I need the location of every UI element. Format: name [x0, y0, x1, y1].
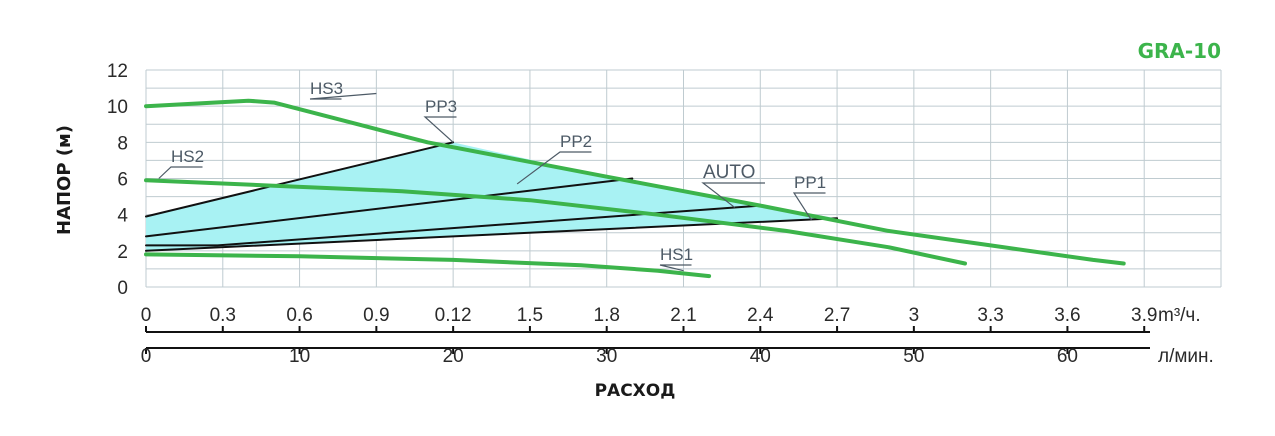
- x-tick-label-m3h: 2.4: [747, 305, 774, 326]
- x-tick-label-m3h: 2.7: [824, 305, 850, 326]
- label-leader: [659, 264, 692, 272]
- x-tick-label-m3h: 0.9: [363, 305, 389, 326]
- series-line-hs2: [144, 178, 967, 266]
- y-tick-label: 2: [117, 242, 128, 263]
- y-tick-label: 6: [117, 170, 128, 191]
- series-label-pp2: PP2: [560, 132, 592, 151]
- x-tick-label-m3h: 3.3: [977, 305, 1003, 326]
- chart-title: GRA-10: [1138, 39, 1221, 63]
- x-tick-label-m3h: 3: [909, 305, 920, 326]
- x-tick-label-m3h: 0: [141, 305, 152, 326]
- series-label-auto: AUTO: [703, 162, 755, 183]
- series-label-pp3: PP3: [425, 97, 457, 116]
- x-tick-label-lmin: 60: [1057, 346, 1078, 367]
- x-tick-label-lmin: 10: [289, 346, 310, 367]
- y-tick-label: 12: [107, 61, 128, 82]
- x-tick-label-m3h: 0.12: [435, 305, 472, 326]
- x-tick-label-lmin: 40: [750, 346, 771, 367]
- label-leader: [701, 182, 765, 208]
- series-line-hs3: [144, 98, 1126, 266]
- x-unit-lmin: л/мин.: [1158, 346, 1214, 367]
- x-tick-label-m3h: 0.6: [286, 305, 312, 326]
- x-tick-label-m3h: 3.6: [1054, 305, 1080, 326]
- series-label-hs3: HS3: [310, 79, 343, 98]
- x-unit-m3h: m³/ч.: [1158, 305, 1201, 326]
- x-tick-label-lmin: 50: [903, 346, 924, 367]
- label-leader: [423, 116, 457, 143]
- series-label-hs2: HS2: [171, 147, 204, 166]
- label-leader: [792, 192, 826, 221]
- x-tick-label-m3h: 0.3: [210, 305, 236, 326]
- x-tick-label-m3h: 2.1: [670, 305, 696, 326]
- grid: [145, 69, 1222, 288]
- x-tick-label-lmin: 20: [443, 346, 464, 367]
- max-curves: [144, 98, 1126, 279]
- curve-labels: HS3 HS2 HS1 PP3 PP2 AUTO PP1: [171, 79, 826, 264]
- x-axes: 0 0.3 0.6 0.9 0.12 1.5 1.8 2.1 2.4 2.7 3 3.3 3.6 3.9 0…: [141, 305, 1158, 367]
- y-tick-label: 4: [117, 206, 128, 227]
- x-tick-label-m3h: 1.5: [517, 305, 543, 326]
- series-label-hs1: HS1: [660, 245, 693, 264]
- label-leader: [309, 92, 377, 100]
- series-line-hs1: [144, 252, 712, 279]
- y-axis-title: НАПОР (м): [54, 125, 75, 235]
- series-line-auto: [145, 204, 762, 247]
- x-tick-label-m3h: 3.9: [1131, 305, 1157, 326]
- y-tick-label: 10: [107, 97, 128, 118]
- series-label-pp1: PP1: [794, 173, 826, 192]
- x-axis-title: РАСХОД: [595, 381, 676, 401]
- y-tick-label: 8: [117, 133, 128, 154]
- label-leaders: [158, 92, 826, 272]
- x-tick-label-lmin: 0: [141, 346, 152, 367]
- series-line-pp3: [145, 141, 455, 218]
- y-tick-label: 0: [117, 278, 128, 299]
- x-tick-label-m3h: 1.8: [594, 305, 620, 326]
- y-axis-ticks: 0 2 4 6 8 10 12: [107, 61, 129, 299]
- x-tick-label-lmin: 30: [596, 346, 617, 367]
- label-leader: [158, 166, 203, 179]
- series-line-pp2: [145, 177, 634, 238]
- label-leader: [516, 151, 592, 185]
